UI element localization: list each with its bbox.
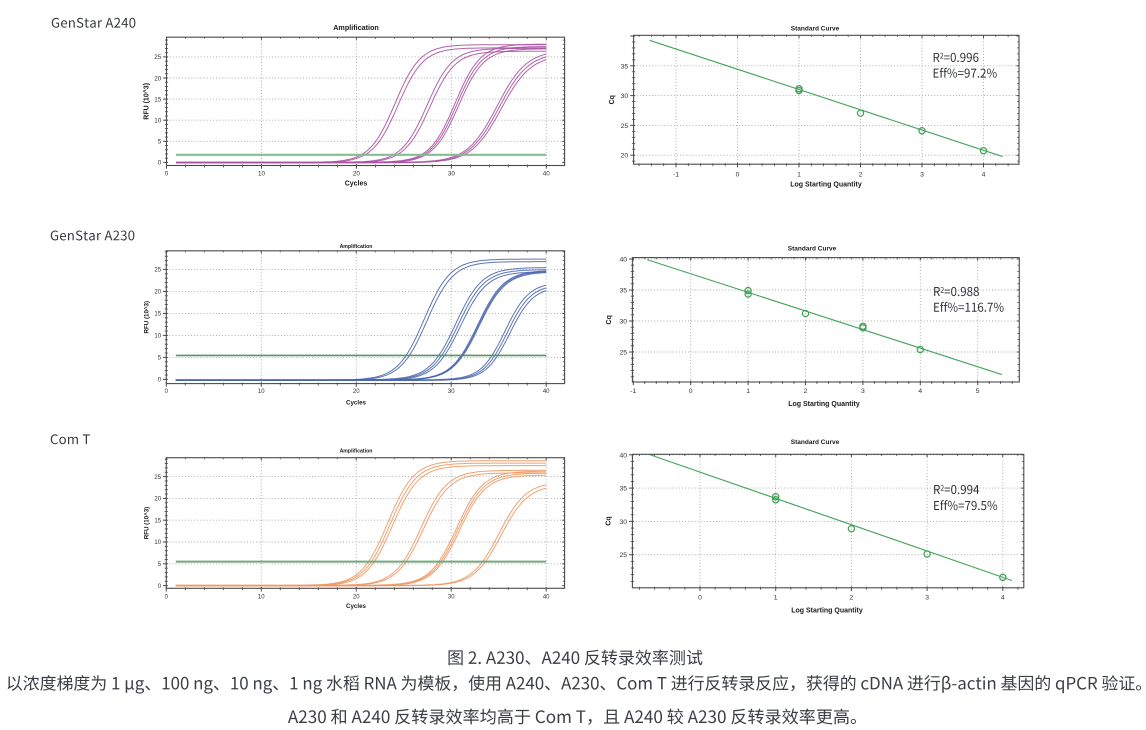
svg-text:Standard Curve: Standard Curve [791, 439, 840, 446]
svg-text:2: 2 [850, 595, 854, 602]
svg-text:10: 10 [258, 389, 265, 395]
svg-text:Amplification: Amplification [333, 23, 379, 32]
svg-text:20: 20 [353, 170, 361, 177]
svg-text:5: 5 [158, 139, 162, 146]
svg-text:Cq: Cq [606, 516, 613, 525]
svg-text:30: 30 [619, 519, 627, 526]
svg-text:10: 10 [154, 117, 162, 124]
svg-text:35: 35 [619, 486, 627, 493]
svg-text:35: 35 [621, 63, 629, 70]
svg-text:25: 25 [619, 552, 627, 559]
svg-text:RFU (10^3): RFU (10^3) [144, 507, 151, 540]
svg-text:10: 10 [154, 540, 161, 546]
svg-text:2: 2 [804, 388, 808, 395]
svg-text:40: 40 [543, 389, 550, 395]
svg-text:30: 30 [448, 170, 456, 177]
svg-text:25: 25 [154, 475, 161, 481]
svg-text:10: 10 [154, 334, 161, 340]
svg-text:15: 15 [154, 96, 162, 103]
svg-text:5: 5 [158, 562, 162, 568]
svg-text:20: 20 [353, 389, 360, 395]
svg-text:4: 4 [918, 388, 922, 395]
svg-text:Cycles: Cycles [346, 603, 367, 610]
svg-text:20: 20 [154, 497, 161, 503]
svg-text:20: 20 [154, 290, 161, 296]
svg-text:3: 3 [920, 171, 924, 178]
svg-text:25: 25 [621, 123, 629, 130]
svg-text:4: 4 [982, 171, 986, 178]
svg-text:4: 4 [1001, 595, 1005, 602]
svg-text:2: 2 [859, 171, 863, 178]
svg-text:1: 1 [746, 388, 750, 395]
svg-text:Cycles: Cycles [346, 400, 367, 407]
svg-text:Amplification: Amplification [340, 244, 373, 250]
svg-text:40: 40 [619, 256, 627, 263]
svg-text:20: 20 [154, 75, 162, 82]
svg-text:40: 40 [543, 170, 551, 177]
svg-text:Standard Curve: Standard Curve [791, 25, 840, 32]
svg-text:0: 0 [698, 595, 702, 602]
svg-text:5: 5 [158, 356, 162, 362]
svg-text:25: 25 [154, 54, 162, 61]
svg-text:15: 15 [154, 312, 161, 318]
svg-text:-1: -1 [673, 171, 679, 178]
svg-text:1: 1 [797, 171, 801, 178]
svg-text:30: 30 [448, 389, 455, 395]
svg-text:0: 0 [158, 160, 162, 167]
svg-text:Standard Curve: Standard Curve [788, 246, 837, 253]
svg-text:10: 10 [258, 170, 266, 177]
svg-text:0: 0 [158, 584, 162, 590]
svg-text:30: 30 [619, 318, 627, 325]
svg-text:RFU (10^3): RFU (10^3) [143, 83, 151, 120]
svg-text:Amplification: Amplification [340, 448, 373, 454]
svg-text:3: 3 [925, 595, 929, 602]
svg-text:35: 35 [619, 287, 627, 294]
svg-text:Log Starting Quantity: Log Starting Quantity [790, 182, 862, 189]
svg-text:20: 20 [353, 594, 360, 600]
svg-text:1: 1 [774, 595, 778, 602]
svg-text:RFU (10^3): RFU (10^3) [144, 301, 151, 334]
svg-text:15: 15 [154, 518, 161, 524]
svg-text:0: 0 [165, 389, 169, 395]
svg-text:Cq: Cq [606, 315, 613, 324]
svg-text:0: 0 [165, 594, 169, 600]
svg-text:25: 25 [154, 268, 161, 274]
svg-text:-1: -1 [630, 388, 636, 395]
svg-text:Log Starting Quantity: Log Starting Quantity [791, 607, 863, 614]
svg-text:25: 25 [619, 349, 627, 356]
svg-text:0: 0 [736, 171, 740, 178]
svg-text:0: 0 [165, 170, 169, 177]
svg-text:Cycles: Cycles [345, 181, 368, 188]
svg-text:20: 20 [621, 153, 629, 160]
svg-text:0: 0 [689, 388, 693, 395]
svg-text:Log Starting Quantity: Log Starting Quantity [788, 401, 860, 408]
svg-text:Cq: Cq [609, 95, 616, 104]
svg-text:30: 30 [448, 594, 455, 600]
svg-text:3: 3 [861, 388, 865, 395]
svg-text:40: 40 [543, 594, 550, 600]
svg-text:0: 0 [158, 378, 162, 384]
svg-text:5: 5 [976, 388, 980, 395]
svg-text:10: 10 [258, 594, 265, 600]
svg-text:30: 30 [621, 93, 629, 100]
svg-text:40: 40 [619, 452, 627, 459]
